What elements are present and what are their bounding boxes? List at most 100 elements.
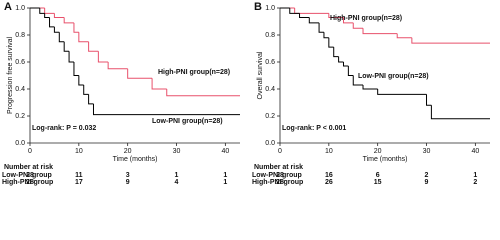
y-tick-label: 0.8 — [265, 32, 275, 39]
survival-step — [97, 51, 109, 63]
risk-row-label: Low-PNI group — [2, 172, 52, 179]
x-tick-label: 40 — [221, 148, 229, 155]
y-tick-label: 0.2 — [265, 113, 275, 120]
risk-count: 15 — [374, 179, 382, 186]
series-label: Low-PNI group(n=28) — [152, 118, 223, 125]
survival-step — [44, 13, 50, 18]
survival-step — [328, 37, 334, 48]
x-tick-label: 10 — [325, 148, 333, 155]
x-axis-title: Time (months) — [113, 156, 158, 163]
risk-count: 11 — [75, 172, 83, 179]
risk-count: 2 — [425, 172, 429, 179]
risk-count: 28 — [276, 172, 284, 179]
risk-count: 16 — [325, 172, 333, 179]
risk-count: 1 — [223, 179, 227, 186]
page: {"chart_data": [ {"type": "line", "draws… — [2, 0, 490, 186]
y-tick-label: 0.6 — [15, 59, 25, 66]
risk-count: 1 — [223, 172, 227, 179]
x-tick-label: 20 — [374, 148, 382, 155]
survival-step — [151, 78, 167, 90]
survival-step — [53, 26, 60, 33]
y-tick-label: 0.8 — [15, 32, 25, 39]
risk-table-title: Number at risk — [254, 164, 303, 171]
x-tick-label: 10 — [75, 148, 83, 155]
survival-step — [88, 94, 94, 105]
risk-count: 4 — [175, 179, 179, 186]
y-axis-title: Progression free survival — [7, 37, 14, 114]
y-tick-label: 0.2 — [15, 113, 25, 120]
survival-step — [63, 41, 70, 52]
survival-step — [53, 13, 65, 18]
survival-step — [328, 13, 344, 18]
survival-step — [352, 22, 364, 29]
survival-step — [39, 8, 45, 14]
risk-count: 28 — [26, 179, 34, 186]
y-tick-label: 0.0 — [265, 140, 275, 147]
risk-count: 1 — [473, 172, 477, 179]
x-tick-label: 30 — [173, 148, 181, 155]
survival-step — [289, 8, 300, 14]
survival-step — [333, 47, 339, 58]
survival-step — [92, 103, 240, 116]
x-tick-label: 40 — [471, 148, 479, 155]
y-tick-label: 0.4 — [265, 86, 275, 93]
series-label: High-PNI group(n=28) — [158, 69, 230, 76]
risk-count: 3 — [126, 172, 130, 179]
survival-step — [63, 17, 74, 24]
survival-step — [342, 62, 349, 67]
survival-step — [308, 17, 320, 24]
risk-row-label: High-PNI group — [2, 179, 53, 186]
risk-count: 1 — [175, 172, 179, 179]
y-tick-label: 0.4 — [15, 86, 25, 93]
survival-step — [299, 13, 310, 18]
panel-label: B — [254, 1, 262, 13]
risk-row-label: Low-PNI group — [252, 172, 302, 179]
y-axis-title: Overall survival — [257, 51, 264, 99]
survival-step — [166, 89, 240, 97]
panel-label: A — [4, 1, 12, 13]
survival-step — [396, 33, 412, 39]
risk-count: 28 — [26, 172, 34, 179]
risk-count: 2 — [473, 179, 477, 186]
survival-step — [347, 66, 354, 76]
x-tick-label: 30 — [423, 148, 431, 155]
survival-step — [323, 32, 329, 39]
risk-count: 17 — [75, 179, 83, 186]
survival-step — [73, 22, 79, 33]
survival-step — [362, 84, 378, 90]
risk-count: 26 — [325, 179, 333, 186]
survival-step — [88, 41, 99, 52]
survival-step — [78, 32, 89, 43]
survival-step — [362, 28, 398, 35]
annotation: Log-rank: P = 0.032 — [32, 125, 96, 132]
survival-step — [411, 37, 490, 44]
survival-step — [294, 8, 329, 14]
survival-step — [352, 75, 364, 86]
series-label: High-PNI group(n=28) — [330, 15, 402, 22]
survival-step — [58, 32, 65, 43]
x-tick-label: 0 — [28, 148, 32, 155]
survival-step — [107, 62, 128, 70]
series-label: Low-PNI group(n=28) — [358, 73, 429, 80]
survival-step — [83, 84, 89, 95]
x-tick-label: 20 — [124, 148, 132, 155]
x-tick-label: 0 — [278, 148, 282, 155]
risk-count: 9 — [126, 179, 130, 186]
risk-row-label: High-PNI group — [252, 179, 303, 186]
survival-step — [68, 51, 74, 63]
survival-step — [44, 8, 55, 14]
survival-step — [318, 22, 324, 33]
survival-step — [49, 17, 55, 28]
risk-count: 9 — [425, 179, 429, 186]
survival-step — [338, 56, 344, 63]
x-axis-title: Time (months) — [363, 156, 408, 163]
survival-step — [426, 94, 432, 106]
y-tick-label: 0.0 — [15, 140, 25, 147]
survival-step — [73, 62, 79, 76]
risk-count: 6 — [376, 172, 380, 179]
survival-step — [342, 17, 354, 24]
survival-step — [127, 68, 153, 79]
y-tick-label: 0.6 — [265, 59, 275, 66]
survival-step — [430, 105, 490, 120]
